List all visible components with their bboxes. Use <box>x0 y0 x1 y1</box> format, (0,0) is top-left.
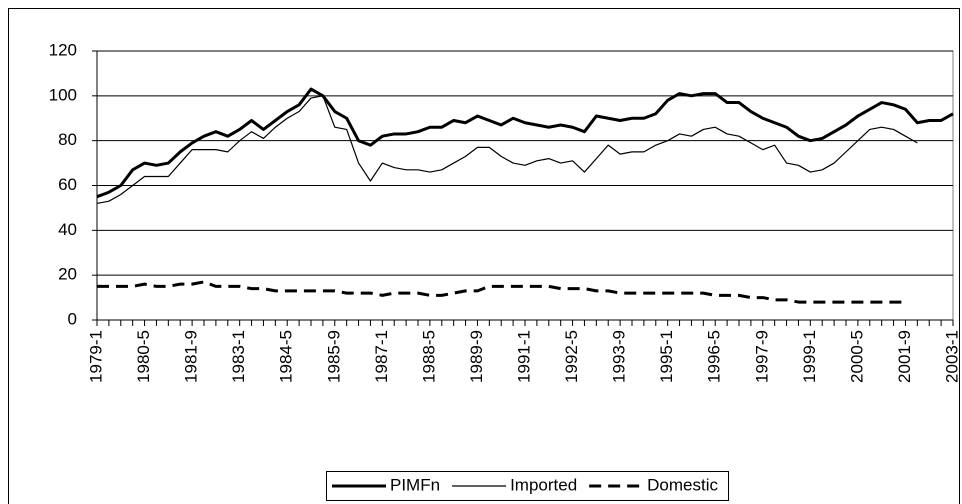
y-tick-label: 80 <box>58 130 77 149</box>
chart-border <box>8 8 960 504</box>
series-line <box>96 95 918 205</box>
legend-box <box>326 471 730 501</box>
x-tick-label: 2003-1 <box>942 330 961 383</box>
x-tick-label: 1988-5 <box>419 330 438 383</box>
x-tick-label: 1999-1 <box>800 330 819 383</box>
y-tick-label: 0 <box>68 309 77 328</box>
x-tick-label: 1985-9 <box>324 330 343 383</box>
legend-label: Imported <box>510 475 577 494</box>
x-tick-label: 1995-1 <box>657 330 676 383</box>
x-tick-label: 1981-9 <box>182 330 201 383</box>
x-tick-label: 1991-1 <box>514 330 533 383</box>
x-tick-label: 1984-5 <box>277 330 296 383</box>
y-tick-label: 20 <box>58 265 77 284</box>
x-tick-label: 1997-9 <box>752 330 771 383</box>
x-tick-label: 1980-5 <box>134 330 153 383</box>
series-line <box>96 87 954 199</box>
legend-label: PIMFn <box>390 475 440 494</box>
x-tick-label: 1993-9 <box>610 330 629 383</box>
x-tick-label: 1992-5 <box>562 330 581 383</box>
series-line <box>97 280 906 304</box>
y-tick-label: 40 <box>58 220 77 239</box>
y-tick-label: 60 <box>58 175 77 194</box>
x-tick-label: 1989-9 <box>467 330 486 383</box>
x-tick-label: 1979-1 <box>86 330 105 383</box>
x-tick-label: 2001-9 <box>895 330 914 383</box>
x-tick-label: 1996-5 <box>705 330 724 383</box>
legend: PIMFn Imported Domestic <box>326 471 730 501</box>
x-tick-label: 1983-1 <box>229 330 248 383</box>
x-tick-label: 1987-1 <box>372 330 391 383</box>
y-tick-label: 120 <box>49 40 77 59</box>
x-tick-label: 2000-5 <box>847 330 866 383</box>
y-tick-label: 100 <box>49 85 77 104</box>
legend-label: Domestic <box>647 475 718 494</box>
